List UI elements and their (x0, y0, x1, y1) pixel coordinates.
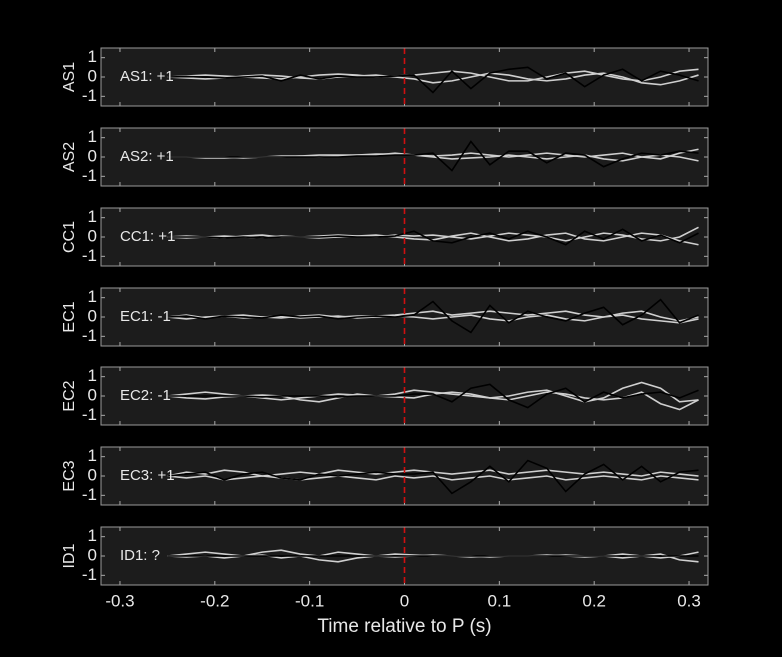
axes-frame (100, 446, 709, 506)
x-tick-label: 0.1 (488, 591, 512, 610)
y-tick-label: -1 (82, 565, 97, 584)
y-axis-label: CC1 (61, 221, 78, 253)
y-tick-label: -1 (82, 405, 97, 424)
annotation: EC3: +1 (120, 467, 175, 484)
trace (167, 475, 699, 481)
axes-frame (100, 47, 709, 107)
y-axis-label: ID1 (61, 543, 78, 568)
y-tick-label: -1 (82, 246, 97, 265)
trace (167, 383, 699, 409)
axes-frame (100, 127, 709, 187)
x-tick-label: -0.3 (105, 591, 134, 610)
y-tick-label: 1 (88, 446, 97, 465)
axes-frame (100, 287, 709, 347)
y-tick-label: -1 (82, 166, 97, 185)
annotation: EC2: -1 (120, 387, 171, 404)
trace (167, 226, 699, 242)
y-axis-label: AS2 (61, 142, 78, 172)
y-axis-label: EC1 (61, 301, 78, 332)
y-tick-label: 1 (88, 287, 97, 306)
y-tick-label: 1 (88, 47, 97, 66)
x-axis-label: Time relative to P (s) (317, 616, 491, 637)
y-tick-label: 1 (88, 366, 97, 385)
y-axis-label: EC2 (61, 380, 78, 411)
y-axis-label: EC3 (61, 460, 78, 491)
trace (167, 72, 699, 86)
axes-frame (100, 526, 709, 586)
y-tick-label: 1 (88, 207, 97, 226)
y-tick-label: 1 (88, 127, 97, 146)
y-tick-label: 0 (88, 226, 97, 245)
trace (167, 66, 699, 94)
annotation: AS2: +1 (120, 148, 174, 165)
y-tick-label: -1 (82, 485, 97, 504)
annotation: ID1: ? (120, 547, 160, 564)
axes-frame (100, 207, 709, 267)
trace (167, 459, 699, 495)
x-tick-label: -0.2 (200, 591, 229, 610)
annotation: EC1: -1 (120, 308, 171, 325)
annotation: AS1: +1 (120, 68, 174, 85)
y-tick-label: 0 (88, 306, 97, 325)
trace (167, 298, 699, 334)
x-tick-label: 0.2 (582, 591, 606, 610)
y-tick-label: 0 (88, 465, 97, 484)
y-tick-label: 0 (88, 66, 97, 85)
y-tick-label: 1 (88, 526, 97, 545)
x-tick-label: -0.1 (295, 591, 324, 610)
y-tick-label: 0 (88, 385, 97, 404)
y-tick-label: -1 (82, 326, 97, 345)
y-tick-label: 0 (88, 545, 97, 564)
trace (167, 228, 699, 246)
y-axis-label: AS1 (61, 62, 78, 92)
x-tick-label: 0.3 (677, 591, 701, 610)
trace (167, 140, 699, 172)
y-tick-label: -1 (82, 86, 97, 105)
trace (167, 68, 699, 82)
annotation: CC1: +1 (120, 228, 175, 245)
x-tick-label: 0 (400, 591, 409, 610)
axes-frame (100, 366, 709, 426)
y-tick-label: 0 (88, 146, 97, 165)
